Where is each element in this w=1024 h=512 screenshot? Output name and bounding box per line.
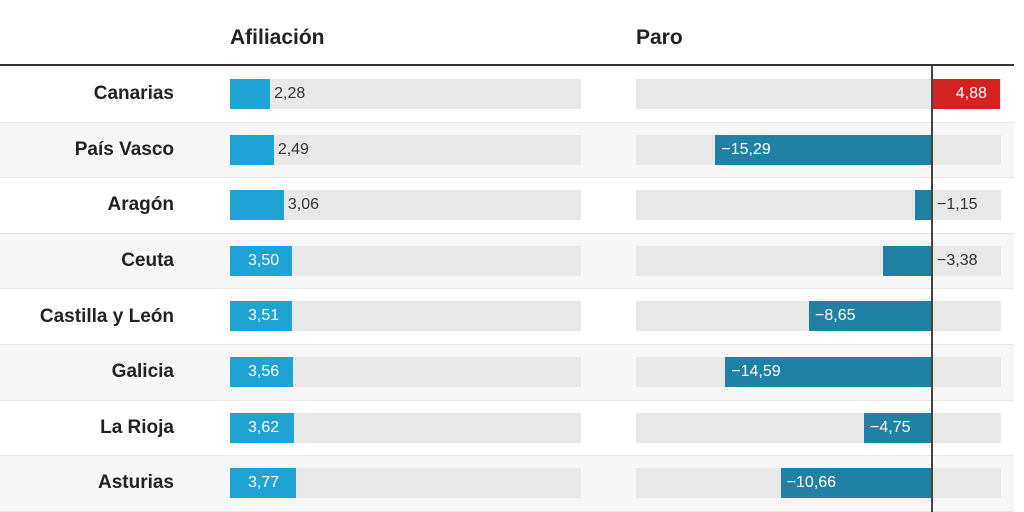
paro-value-label: −4,75 xyxy=(870,418,911,436)
paro-bar xyxy=(883,245,931,276)
table-row: Aragón 3,06 −1,15 xyxy=(0,178,1014,234)
paro-track xyxy=(636,190,1001,221)
afiliacion-bar xyxy=(230,245,292,276)
paro-bar xyxy=(931,79,1000,109)
afiliacion-value-label: 2,49 xyxy=(277,140,309,158)
chart-rows: Canarias 2,28 4,88 País Vasco 2,49 −15,29 Arag… xyxy=(0,67,1014,512)
paro-value-label: −14,59 xyxy=(731,362,781,380)
afiliacion-bar xyxy=(230,301,292,332)
afiliacion-track xyxy=(230,79,581,109)
afiliacion-bar xyxy=(230,190,284,221)
region-label: Asturias xyxy=(97,472,174,494)
region-label: La Rioja xyxy=(100,416,174,438)
afiliacion-value-label: 3,56 xyxy=(248,362,280,380)
paro-bar xyxy=(864,412,931,443)
afiliacion-bar xyxy=(230,356,293,387)
paro-bar xyxy=(809,301,931,332)
afiliacion-header: Afiliación xyxy=(230,26,325,49)
afiliacion-track xyxy=(230,190,581,221)
table-row: Ceuta 3,50 −3,38 xyxy=(0,233,1014,290)
paro-bar xyxy=(780,468,931,499)
paro-header: Paro xyxy=(636,26,683,49)
table-row: Asturias 3,77 −10,66 xyxy=(0,456,1014,512)
table-row: Canarias 2,28 4,88 xyxy=(0,67,1014,123)
paro-track xyxy=(636,245,1001,276)
table-row: País Vasco 2,49 −15,29 xyxy=(0,122,1014,179)
table-row: Galicia 3,56 −14,59 xyxy=(0,344,1014,401)
region-label: Ceuta xyxy=(121,250,174,272)
afiliacion-bar xyxy=(230,134,274,165)
paro-bar xyxy=(914,190,931,221)
afiliacion-track xyxy=(230,134,581,165)
region-label: Aragón xyxy=(107,194,175,216)
region-label: Canarias xyxy=(93,83,174,105)
afiliacion-value-label: 3,51 xyxy=(248,307,280,325)
afiliacion-value-label: 3,50 xyxy=(248,251,280,269)
paro-value-label: 4,88 xyxy=(955,85,987,102)
afiliacion-bar xyxy=(230,468,297,499)
table-row: Castilla y León 3,51 −8,65 xyxy=(0,289,1014,345)
table-row: La Rioja 3,62 −4,75 xyxy=(0,401,1014,457)
region-label: Galicia xyxy=(111,361,174,383)
afiliacion-value-label: 2,28 xyxy=(274,85,306,102)
afiliacion-bar xyxy=(230,412,294,443)
paro-bar xyxy=(715,134,931,165)
paro-value-label: −3,38 xyxy=(937,251,978,269)
afiliacion-value-label: 3,62 xyxy=(248,418,280,436)
paro-bar xyxy=(725,356,931,387)
afiliacion-bar xyxy=(230,79,271,109)
paro-value-label: −15,29 xyxy=(721,140,771,158)
header-rule xyxy=(0,64,1014,66)
paro-zero-line xyxy=(931,66,933,512)
paro-track xyxy=(636,412,1001,443)
region-label: País Vasco xyxy=(74,138,174,160)
paro-value-label: −10,66 xyxy=(786,474,837,492)
region-label: Castilla y León xyxy=(39,305,174,327)
paro-value-label: −8,65 xyxy=(815,307,856,325)
paro-value-label: −1,15 xyxy=(937,196,978,214)
afiliacion-value-label: 3,06 xyxy=(287,196,319,214)
afiliacion-value-label: 3,77 xyxy=(248,474,280,492)
